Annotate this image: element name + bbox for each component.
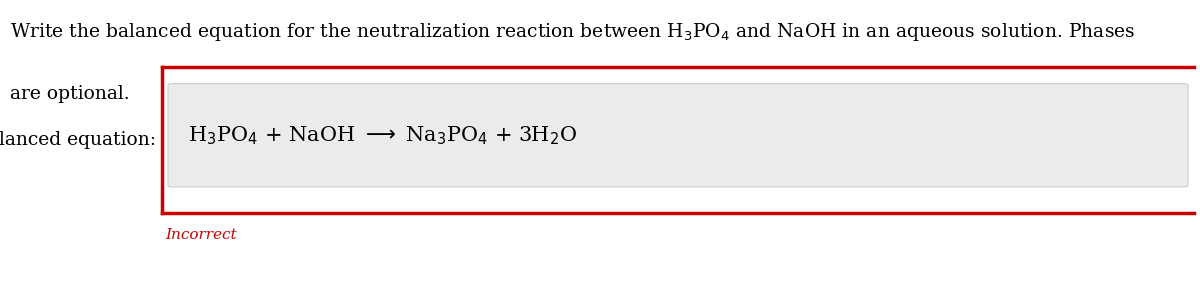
Text: Incorrect: Incorrect bbox=[166, 228, 238, 242]
Text: are optional.: are optional. bbox=[10, 85, 130, 103]
Text: Write the balanced equation for the neutralization reaction between H$_3$PO$_4$ : Write the balanced equation for the neut… bbox=[10, 21, 1135, 43]
Text: H$_3$PO$_4$ + NaOH $\longrightarrow$ Na$_3$PO$_4$ + 3H$_2$O: H$_3$PO$_4$ + NaOH $\longrightarrow$ Na$… bbox=[188, 124, 577, 147]
Text: balanced equation:: balanced equation: bbox=[0, 131, 156, 149]
FancyBboxPatch shape bbox=[168, 84, 1188, 187]
